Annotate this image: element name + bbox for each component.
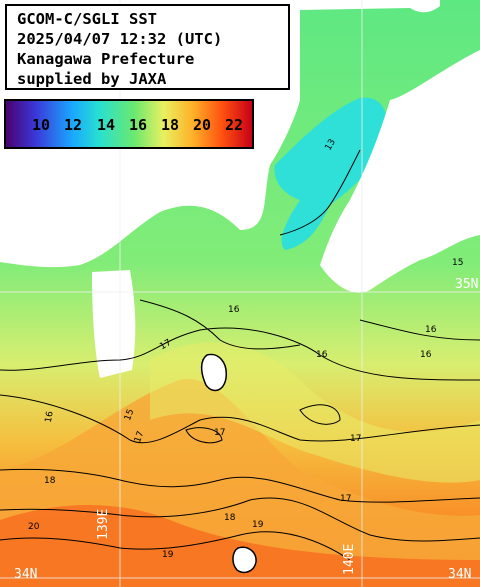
lat-label-34n-right: 34N (448, 567, 472, 582)
supplier-credit: supplied by JAXA (17, 70, 167, 88)
contour-label-19: 19 (252, 520, 264, 530)
colorbar-tick: 18 (160, 116, 180, 134)
lon-label-139e: 139E (96, 508, 111, 540)
sst-colorbar: 10 12 14 16 18 20 22 (4, 99, 254, 149)
tokyo-bay-cool-water (274, 97, 388, 250)
colorbar-tick: 22 (224, 116, 244, 134)
contour-label-15: 15 (452, 258, 464, 268)
contour-label-16: 16 (316, 350, 328, 360)
contour-label-18: 18 (224, 513, 236, 523)
observation-time: 2025/04/07 12:32 (UTC) (17, 30, 223, 48)
contour-label-17: 17 (340, 494, 352, 504)
contour-label-16: 16 (228, 305, 240, 315)
colorbar-tick: 20 (192, 116, 212, 134)
lon-label-140e: 140E (342, 543, 357, 575)
contour-label-16: 16 (425, 325, 437, 335)
contour-label-20: 20 (28, 522, 40, 532)
contour-label-18: 18 (44, 476, 56, 486)
contour-label-19: 19 (162, 550, 174, 560)
land-izu-peninsula (92, 270, 136, 378)
contour-label-16: 16 (43, 410, 56, 424)
contour-label-17: 17 (158, 337, 174, 353)
colorbar-tick: 16 (128, 116, 148, 134)
colorbar-gradient (6, 101, 252, 147)
oshima-island (200, 353, 227, 392)
lat-label-34n-left: 34N (14, 567, 38, 582)
colorbar-tick: 14 (96, 116, 116, 134)
land-northeast (320, 50, 480, 293)
sst-contours (0, 149, 480, 561)
colorbar-tick: 12 (63, 116, 83, 134)
mid-water-region (150, 342, 480, 483)
product-title: GCOM-C/SGLI SST (17, 10, 157, 28)
contour-label-15: 15 (123, 407, 137, 423)
contour-label-13: 13 (323, 137, 338, 153)
contour-label-16: 16 (420, 350, 432, 360)
colorbar-tick-labels: 10 12 14 16 18 20 22 (6, 101, 252, 147)
contour-label-17: 17 (133, 429, 147, 445)
colorbar-tick: 10 (31, 116, 51, 134)
contour-label-17: 17 (214, 428, 226, 438)
region-name: Kanagawa Prefecture (17, 50, 195, 68)
miyake-island (232, 546, 257, 574)
title-box: GCOM-C/SGLI SST 2025/04/07 12:32 (UTC) K… (5, 4, 290, 90)
lat-label-35n: 35N (455, 277, 479, 292)
contour-label-17: 17 (350, 434, 362, 444)
